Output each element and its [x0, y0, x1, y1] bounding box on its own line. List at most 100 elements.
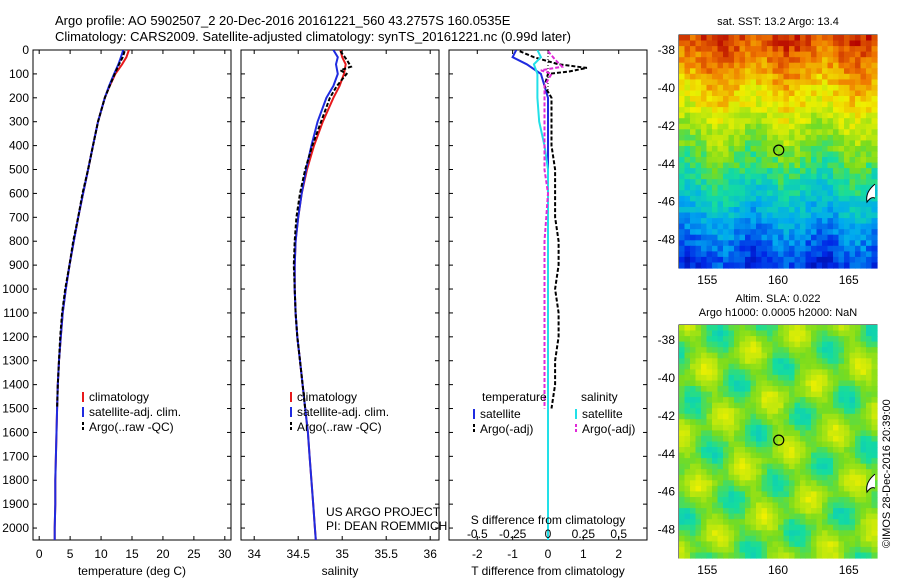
sla-map-cell — [684, 541, 691, 548]
sla-map-cell — [805, 458, 812, 465]
sst-map-cell — [816, 179, 823, 186]
sst-map-cell — [811, 112, 818, 119]
sst-map-cell — [805, 245, 812, 252]
sst-map-cell — [816, 229, 823, 236]
sst-map-cell — [684, 40, 691, 47]
sst-map-cell — [871, 157, 878, 164]
sla-map-cell — [772, 419, 779, 426]
sst-map-cell — [794, 212, 801, 219]
sst-map-cell — [728, 184, 735, 191]
sla-map-cell — [706, 374, 713, 381]
sst-map-cell — [833, 201, 840, 208]
sst-map-cell — [767, 162, 774, 169]
sla-map-cell — [794, 358, 801, 365]
sst-map-cell — [811, 218, 818, 225]
sst-map-cell — [844, 262, 851, 269]
sst-map-cell — [750, 256, 757, 263]
sla-map-cell — [684, 430, 691, 437]
sla-map-cell — [701, 463, 708, 470]
sst-map-cell — [849, 157, 856, 164]
sla-map-cell — [750, 541, 757, 548]
sla-map-cell — [701, 374, 708, 381]
sla-map-cell — [728, 530, 735, 537]
sla-map-cell — [712, 430, 719, 437]
sst-map-cell — [855, 157, 862, 164]
sst-map-cell — [871, 123, 878, 130]
sla-map-cell — [745, 497, 752, 504]
sst-map-cell — [783, 96, 790, 103]
sst-map-cell — [822, 184, 829, 191]
sla-map-cell — [679, 408, 686, 415]
sst-map-cell — [838, 79, 845, 86]
sla-map-cell — [871, 491, 878, 498]
sla-map-cell — [734, 463, 741, 470]
sla-map-cell — [679, 513, 686, 520]
sst-map-cell — [849, 256, 856, 263]
sla-map-cell — [849, 386, 856, 393]
sla-map-cell — [800, 374, 807, 381]
sla-map-cell — [761, 386, 768, 393]
sla-map-cell — [800, 336, 807, 343]
sla-map-cell — [745, 397, 752, 404]
sst-map-cell — [706, 245, 713, 252]
sst-map-cell — [690, 223, 697, 230]
sla-map-cell — [706, 330, 713, 337]
sla-map-cell — [827, 413, 834, 420]
sst-map-cell — [761, 68, 768, 75]
sst-map-cell — [822, 234, 829, 241]
sla-map-cell — [734, 408, 741, 415]
sla-map-cell — [778, 325, 785, 332]
sla-map-cell — [695, 502, 702, 509]
sla-map-cell — [871, 508, 878, 515]
sla-map-cell — [838, 541, 845, 548]
sst-map-cell — [822, 68, 829, 75]
sla-map-cell — [745, 552, 752, 559]
sst-map-cell — [838, 57, 845, 64]
sst-map-cell — [750, 62, 757, 69]
sla-map-cell — [695, 363, 702, 370]
sla-map-cell — [761, 391, 768, 398]
sst-map-cell — [728, 123, 735, 130]
sst-map-cell — [723, 101, 730, 108]
sla-map-cell — [745, 524, 752, 531]
differences-xtick-label: 1 — [580, 547, 587, 561]
sla-map-cell — [772, 352, 779, 359]
sst-map-coastline — [866, 183, 876, 204]
sst-map-cell — [712, 90, 719, 97]
sst-map-cell — [734, 173, 741, 180]
sst-map-cell — [866, 96, 873, 103]
sst-map-cell — [871, 118, 878, 125]
sla-map-cell — [816, 502, 823, 509]
sst-map-cell — [778, 179, 785, 186]
sla-map-cell — [701, 447, 708, 454]
sst-map-cell — [866, 146, 873, 153]
sla-map-cell — [789, 424, 796, 431]
sla-map-cell — [756, 535, 763, 542]
sla-map-cell — [866, 386, 873, 393]
sla-map-cell — [844, 447, 851, 454]
temperature-series-2 — [56, 50, 126, 409]
sst-map-cell — [794, 123, 801, 130]
sst-map-cell — [838, 256, 845, 263]
sst-map-cell — [849, 90, 856, 97]
sla-map-cell — [756, 380, 763, 387]
sst-map-cell — [822, 90, 829, 97]
sst-map-cell — [756, 129, 763, 136]
sla-map-cell — [871, 430, 878, 437]
sla-map-cell — [833, 358, 840, 365]
sla-map-cell — [684, 413, 691, 420]
sst-map-cell — [860, 73, 867, 80]
sla-map-cell — [822, 391, 829, 398]
sla-map-cell — [756, 363, 763, 370]
salinity-xtick-label: 35.5 — [375, 547, 399, 561]
sla-map-cell — [822, 463, 829, 470]
sla-map-cell — [871, 447, 878, 454]
sst-map-cell — [860, 229, 867, 236]
sst-map-cell — [690, 118, 697, 125]
sla-map-cell — [750, 508, 757, 515]
sst-map-cell — [684, 251, 691, 258]
diff-legend-title-salinity: salinity — [581, 390, 618, 404]
sla-map-cell — [794, 485, 801, 492]
sst-map-cell — [855, 223, 862, 230]
sst-map-cell — [756, 207, 763, 214]
